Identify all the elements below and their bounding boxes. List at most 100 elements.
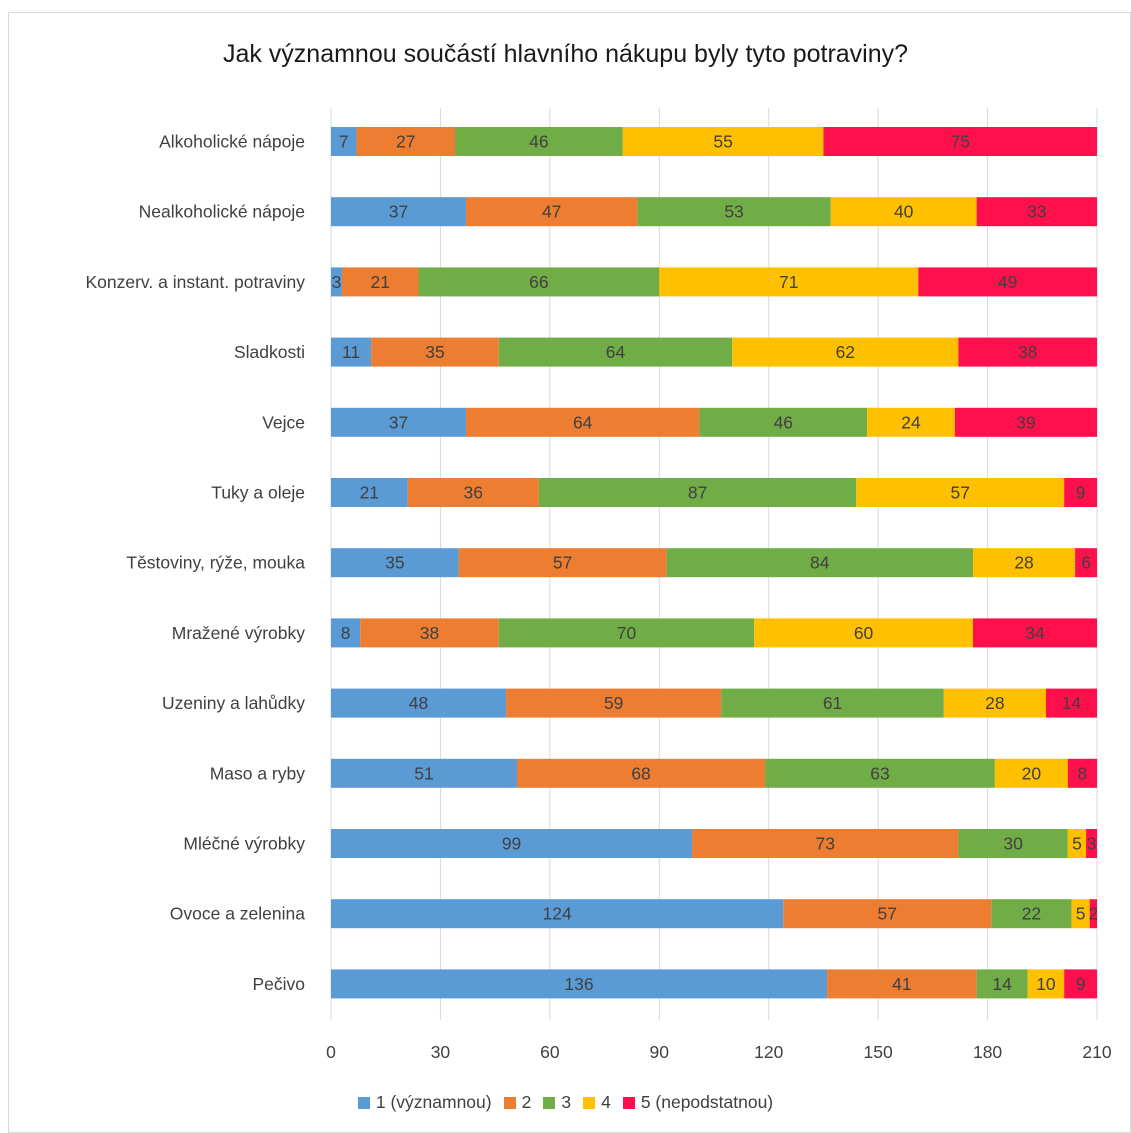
bar-segment — [1067, 829, 1087, 858]
legend-swatch — [583, 1096, 596, 1109]
data-label: 47 — [542, 202, 561, 222]
bar-segment — [465, 197, 638, 227]
legend-item: 1 (významnou) — [357, 1092, 492, 1113]
data-label: 5 — [1076, 904, 1086, 924]
bar-segment — [341, 267, 419, 297]
bar-segment — [943, 688, 1046, 718]
bar-segment — [1064, 478, 1097, 507]
category-label: Mléčné výrobky — [183, 834, 305, 854]
bar-segment — [666, 548, 973, 578]
x-tick-label: 30 — [431, 1042, 451, 1062]
data-label: 6 — [1081, 553, 1091, 573]
bar-segment — [506, 688, 722, 718]
data-label: 61 — [823, 693, 842, 713]
data-label: 57 — [950, 483, 969, 503]
bar-segment — [827, 969, 977, 999]
bar-segment — [721, 688, 944, 718]
bar-segment — [331, 758, 518, 788]
data-label: 39 — [1016, 412, 1035, 432]
x-tick-label: 180 — [973, 1042, 1002, 1062]
data-label: 22 — [1022, 904, 1041, 924]
category-label: Konzerv. a instant. potraviny — [85, 272, 305, 292]
bar-segment — [1045, 688, 1097, 718]
bar-segment — [754, 618, 973, 648]
data-label: 21 — [360, 483, 379, 503]
bar-segment — [958, 829, 1068, 858]
bar-segment — [331, 899, 784, 929]
legend-item: 2 — [503, 1092, 532, 1113]
data-label: 11 — [342, 342, 360, 362]
data-label: 62 — [836, 342, 855, 362]
data-label: 9 — [1076, 974, 1086, 994]
bar-segment — [622, 127, 824, 156]
x-tick-label: 60 — [540, 1042, 560, 1062]
x-tick-label: 120 — [754, 1042, 783, 1062]
data-label: 64 — [573, 412, 593, 432]
data-label: 35 — [385, 553, 404, 573]
data-label: 41 — [892, 974, 911, 994]
category-label: Tuky a oleje — [211, 483, 305, 503]
data-label: 53 — [724, 202, 743, 222]
bar-segment — [498, 618, 755, 648]
legend-swatch — [622, 1096, 635, 1109]
data-label: 27 — [396, 132, 415, 152]
data-label: 46 — [774, 412, 793, 432]
legend-label: 1 (významnou) — [375, 1092, 492, 1112]
data-label: 21 — [371, 272, 390, 292]
bar-segment — [1067, 758, 1097, 788]
bar-segment — [517, 758, 766, 788]
category-label: Mražené výrobky — [172, 623, 305, 643]
bar-segment — [360, 618, 499, 648]
data-label: 99 — [502, 834, 521, 854]
bar-segment — [823, 127, 1097, 156]
bar-segment — [699, 407, 868, 437]
data-label: 68 — [631, 763, 650, 783]
category-label: Pečivo — [252, 974, 305, 994]
data-label: 30 — [1003, 834, 1023, 854]
data-label: 14 — [992, 974, 1012, 994]
data-label: 64 — [606, 342, 626, 362]
legend: 1 (významnou) 2 3 4 5 (nepodstatnou) — [0, 1092, 1131, 1113]
category-label: Těstoviny, rýže, mouka — [126, 553, 305, 573]
bar-segment — [1064, 969, 1097, 999]
bar-segment — [991, 899, 1072, 929]
data-label: 3 — [332, 272, 342, 292]
data-label: 36 — [464, 483, 483, 503]
bar-segment — [856, 478, 1065, 507]
bar-segment — [918, 267, 1097, 297]
bar-segment — [331, 969, 828, 999]
data-label: 59 — [604, 693, 623, 713]
category-label: Sladkosti — [234, 342, 305, 362]
bar-segment — [407, 478, 539, 507]
legend-item: 3 — [543, 1092, 571, 1113]
bar-segment — [994, 758, 1068, 788]
x-tick-label: 210 — [1082, 1042, 1111, 1062]
data-label: 28 — [1014, 553, 1033, 573]
bar-segment — [692, 829, 959, 858]
data-label: 51 — [414, 763, 433, 783]
legend-label: 2 — [521, 1092, 532, 1112]
bar-segment — [498, 337, 733, 367]
legend-item: 5 (nepodstatnou) — [622, 1092, 773, 1113]
bar-segment — [765, 758, 995, 788]
data-label: 20 — [1022, 763, 1042, 783]
data-label: 14 — [1062, 693, 1082, 713]
data-label: 7 — [339, 132, 349, 152]
data-label: 34 — [1025, 623, 1045, 643]
data-label: 73 — [816, 834, 835, 854]
bar-segment — [331, 688, 507, 718]
bar-segment — [331, 127, 357, 156]
legend-swatch — [503, 1096, 516, 1109]
bar-segment — [1075, 548, 1097, 578]
bar-segment — [331, 197, 466, 227]
bar-segment — [1089, 899, 1097, 929]
x-tick-label: 90 — [650, 1042, 670, 1062]
chart-title: Jak významnou součástí hlavního nákupu b… — [222, 40, 909, 68]
data-label: 38 — [1018, 342, 1037, 362]
bar-segment — [331, 407, 466, 437]
data-label: 75 — [950, 132, 969, 152]
data-label: 28 — [985, 693, 1004, 713]
data-label: 48 — [409, 693, 428, 713]
bar-segment — [455, 127, 623, 156]
